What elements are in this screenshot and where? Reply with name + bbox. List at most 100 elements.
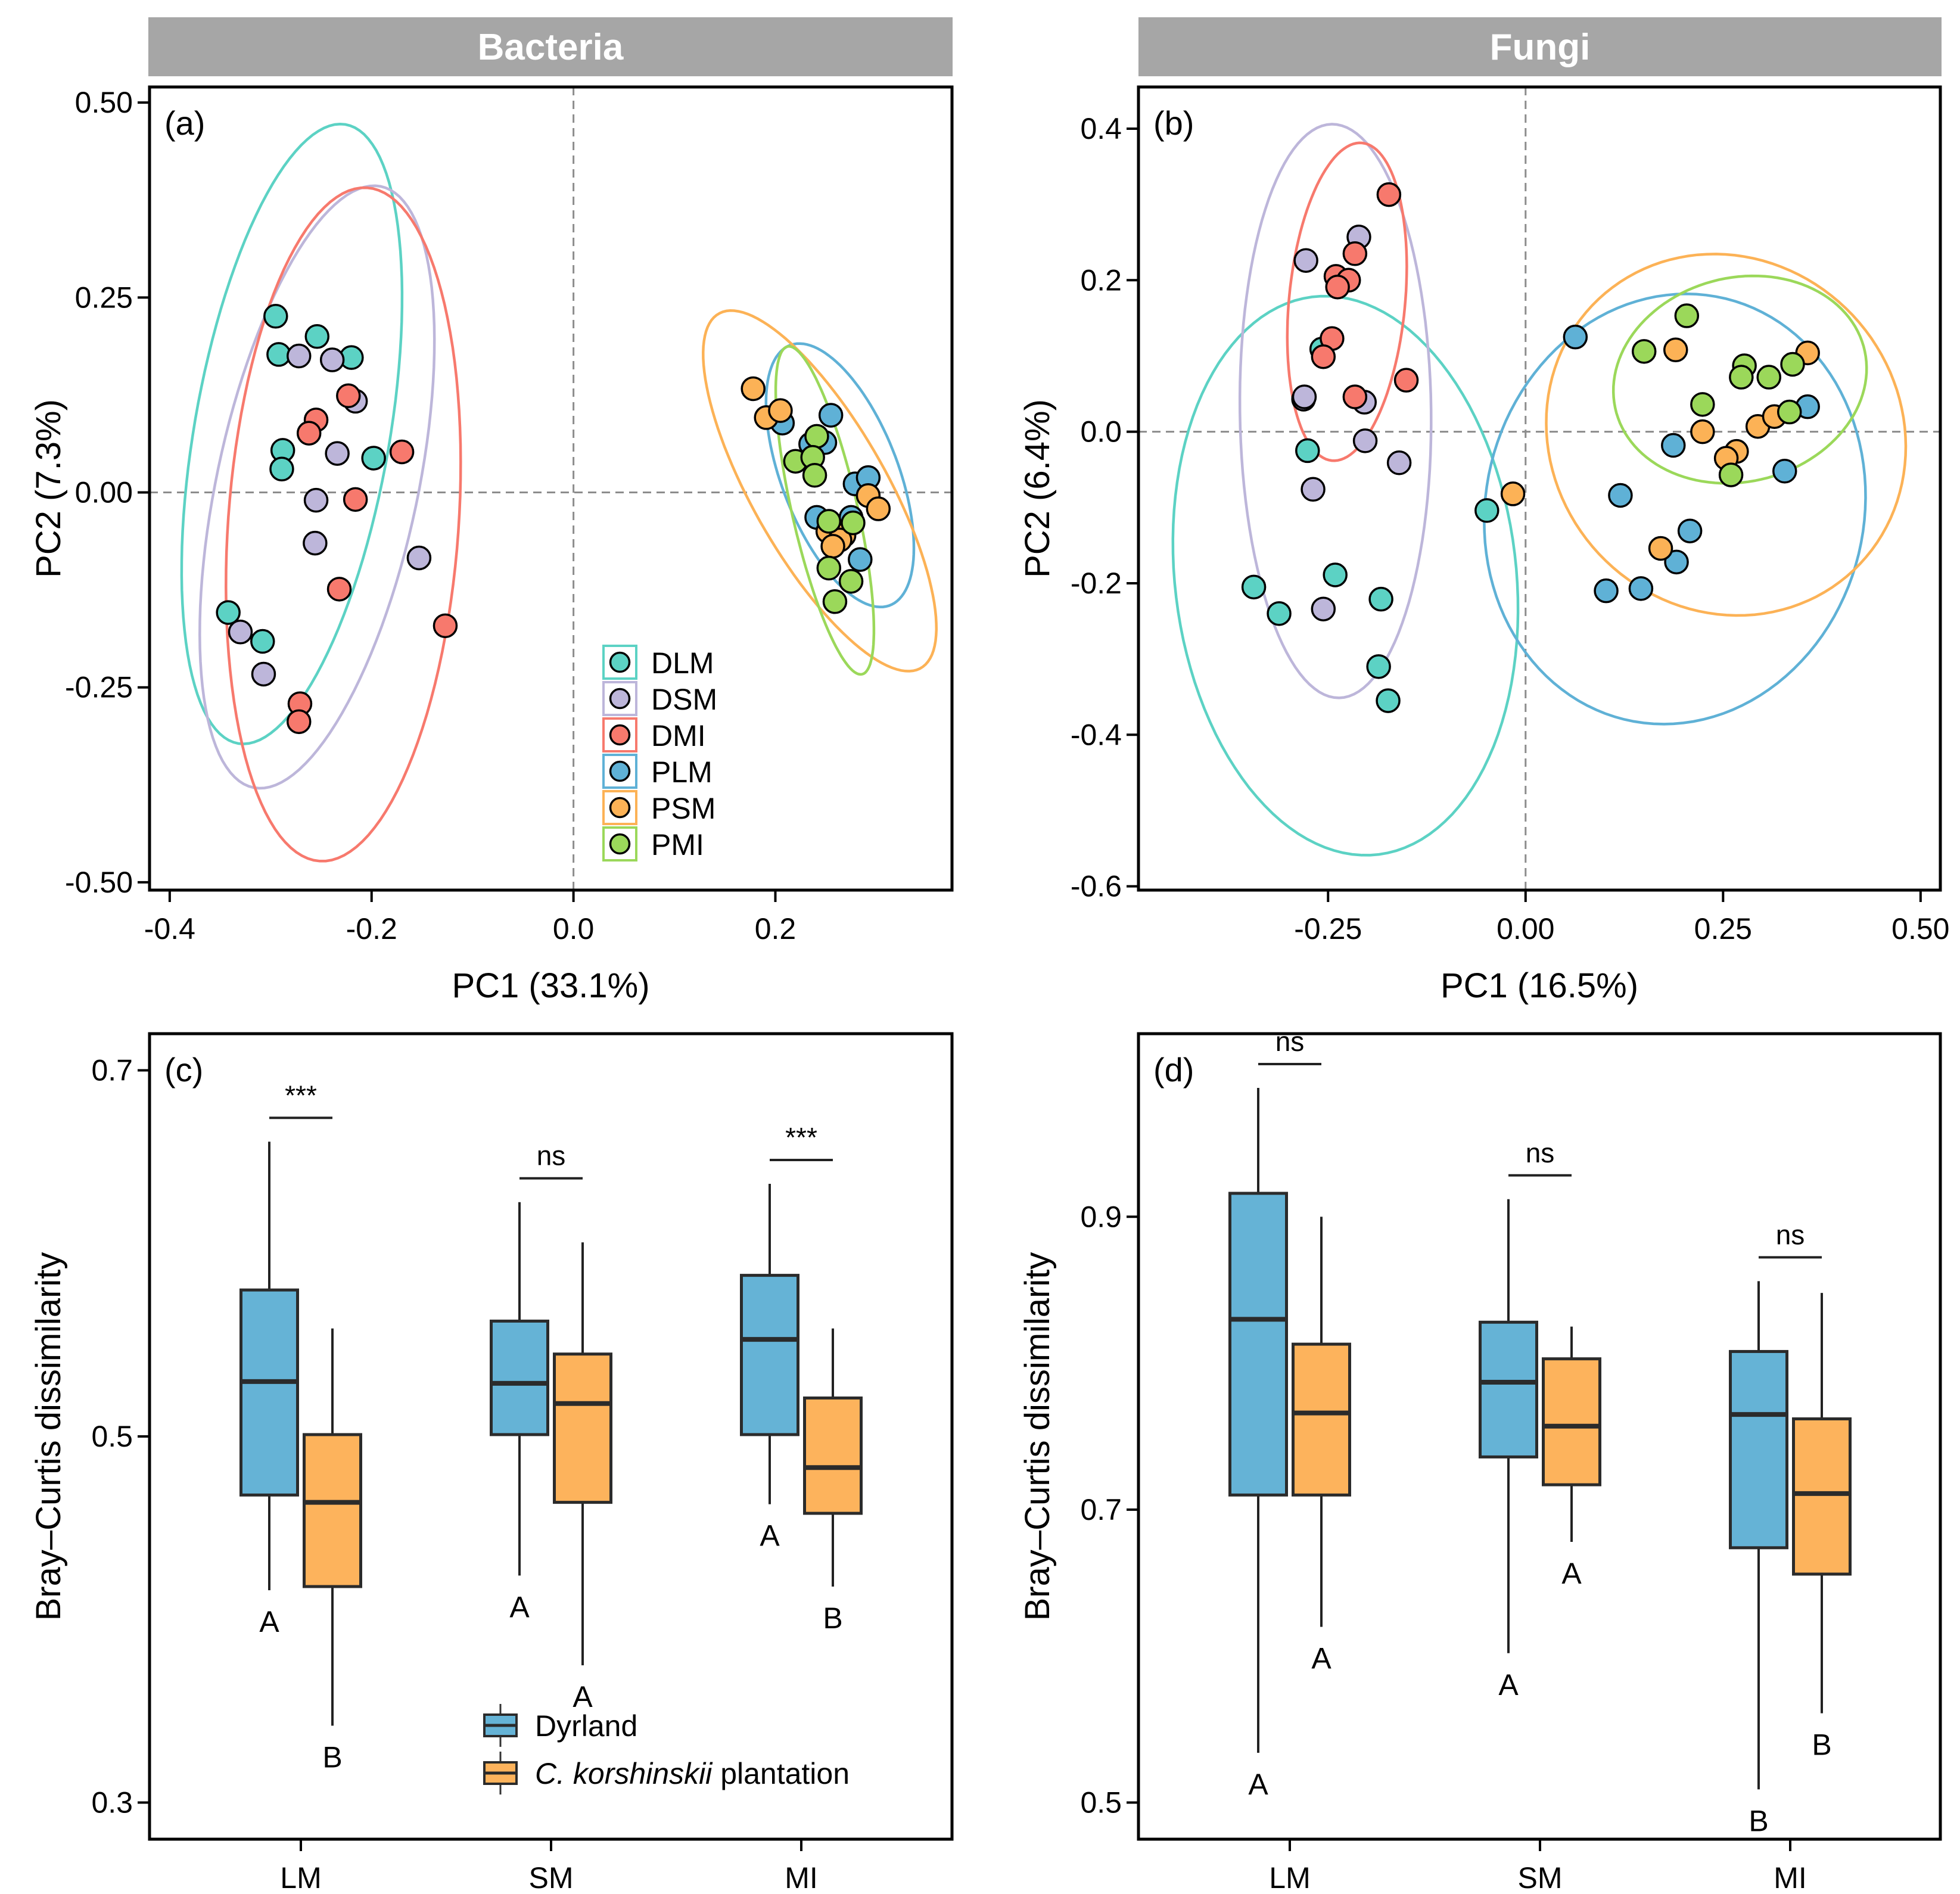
group-mi: B Bns <box>1729 1219 1852 1837</box>
box-sm-plantation: A <box>1542 1326 1601 1590</box>
point-pmi <box>1718 462 1744 487</box>
point-dlm <box>361 446 386 471</box>
box-iqr <box>490 1319 549 1436</box>
point-dsm <box>303 530 328 556</box>
y-tick-label: 0.00 <box>75 476 133 509</box>
box-sm-plantation: A <box>553 1242 612 1713</box>
point-dmi <box>1325 274 1350 300</box>
legend-label: C. korshinskii plantation <box>535 1757 850 1790</box>
box-lm-plantation: A <box>1292 1217 1351 1675</box>
plot-frame <box>148 85 954 892</box>
point-plm <box>1661 433 1686 458</box>
point-psm <box>741 376 766 402</box>
point-dsm <box>319 347 345 372</box>
group-letter: A <box>1248 1768 1268 1801</box>
x-tick-label: LM <box>280 1861 321 1894</box>
point-pmi <box>822 589 848 614</box>
x-tick-label: -0.25 <box>1294 912 1362 946</box>
point-dmi <box>1342 241 1368 266</box>
x-tick-label: SM <box>529 1861 574 1894</box>
point-dlm <box>266 342 291 367</box>
point-dmi <box>1311 344 1336 369</box>
point-dlm <box>250 629 275 654</box>
point-psm <box>1500 481 1526 506</box>
legend-label-psm: PSM <box>651 792 715 825</box>
point-dlm <box>263 304 288 329</box>
point-plm <box>1628 576 1654 601</box>
point-dmi <box>433 613 458 639</box>
legend-label-dlm: DLM <box>651 646 714 680</box>
legend-marker-dmi <box>609 724 631 746</box>
group-letter: A <box>1498 1668 1519 1702</box>
point-dsm <box>406 545 432 571</box>
panel-label: (d) <box>1153 1051 1194 1088</box>
point-dsm <box>251 661 276 687</box>
point-dsm <box>287 343 312 369</box>
point-pmi <box>1631 339 1657 364</box>
group-sm: A Ans <box>490 1140 612 1713</box>
y-tick-label: -0.2 <box>1071 567 1122 600</box>
y-tick-label: -0.4 <box>1071 718 1122 751</box>
group-letter: A <box>1561 1557 1582 1590</box>
group-sm: A Ans <box>1479 1137 1601 1702</box>
box-lm-plantation: B <box>303 1328 362 1774</box>
box-mi-plantation: B <box>803 1328 863 1635</box>
group-letter: A <box>259 1605 279 1638</box>
x-tick-label: 0.50 <box>1891 912 1949 946</box>
box-iqr <box>740 1274 799 1436</box>
x-tick-label: -0.4 <box>144 912 195 946</box>
group-mi: A B *** <box>740 1122 863 1635</box>
panel-b-fungi-pca: -0.25 0.00 0.25 0.50 PC1 (16.5%) -0.6 -0.4 -0.2… <box>1018 85 1950 1005</box>
point-dmi <box>336 383 361 409</box>
legend-label-dsm: DSM <box>651 683 717 716</box>
point-dsm <box>325 441 350 466</box>
legend-label-pmi: PMI <box>651 828 704 862</box>
header-fungi-bg <box>1138 17 1942 76</box>
ellipse-dmi <box>225 186 462 863</box>
y-tick-label: -0.6 <box>1071 870 1122 903</box>
x-axis-title: PC1 (16.5%) <box>1441 966 1638 1005</box>
legend-marker-dlm <box>609 651 631 673</box>
group-letter: A <box>760 1519 780 1553</box>
point-pmi <box>1729 365 1754 390</box>
box-iqr <box>1479 1320 1538 1458</box>
legend-label-italic: C. korshinskii <box>535 1757 713 1790</box>
point-dlm <box>1323 562 1348 587</box>
ellipse-dsm <box>198 184 436 790</box>
group-lm: A Ans <box>1228 1026 1351 1801</box>
point-psm <box>1690 419 1715 444</box>
point-dsm <box>228 620 253 645</box>
box-mi-plantation: B <box>1792 1293 1852 1762</box>
point-dsm <box>1292 384 1317 409</box>
ellipse-plm <box>1483 293 1867 726</box>
panel-a-bacteria-pca: -0.4 -0.2 0.0 0.2 PC1 (33.1%) -0.50 -0.25 0.00 0… <box>29 85 954 1005</box>
point-pmi <box>841 510 866 536</box>
y-axis-title: PC2 (7.3%) <box>29 399 68 578</box>
box-iqr <box>1292 1342 1351 1497</box>
box-sm-dryland: A <box>1479 1199 1538 1702</box>
panel-label: (b) <box>1153 104 1194 142</box>
point-dsm <box>1311 596 1336 621</box>
y-tick-label: 0.0 <box>1080 415 1122 449</box>
x-tick-label: MI <box>1774 1861 1807 1894</box>
point-dmi <box>1376 182 1402 207</box>
significance-label: ns <box>537 1140 566 1171</box>
box-iqr <box>803 1396 863 1515</box>
point-pmi <box>1674 303 1700 328</box>
panel-d-fungi-boxplot: A Ans LM A Ans SM B Bns MI 0.5 0.7 0.9 Bray–Curtis d… <box>1018 1026 1942 1894</box>
legend-item-dmi: DMI <box>602 717 706 752</box>
point-psm <box>866 496 891 521</box>
box-iqr <box>553 1352 612 1504</box>
point-dsm <box>1301 477 1326 502</box>
point-dsm <box>1352 428 1378 453</box>
point-dsm <box>1293 248 1318 273</box>
point-plm <box>1664 549 1689 575</box>
point-pmi <box>816 509 842 534</box>
box-lm-dryland: A <box>239 1142 299 1638</box>
point-dmi <box>389 439 415 465</box>
point-pmi <box>804 424 829 449</box>
point-dmi <box>326 577 352 602</box>
legend-item-plantation: C. korshinskii plantation <box>483 1752 850 1795</box>
point-dlm <box>1366 654 1391 679</box>
